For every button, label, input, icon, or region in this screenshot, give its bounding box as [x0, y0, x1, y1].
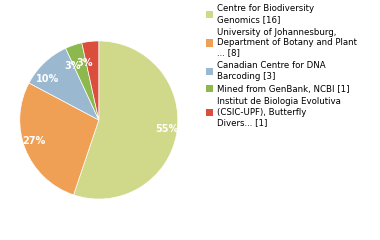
Legend: Centre for Biodiversity
Genomics [16], University of Johannesburg,
Department of: Centre for Biodiversity Genomics [16], U…	[206, 4, 357, 127]
Wedge shape	[82, 41, 99, 120]
Text: 55%: 55%	[155, 124, 178, 134]
Wedge shape	[74, 41, 178, 199]
Wedge shape	[66, 43, 99, 120]
Text: 10%: 10%	[36, 74, 60, 84]
Wedge shape	[20, 83, 99, 195]
Text: 3%: 3%	[76, 58, 93, 68]
Text: 3%: 3%	[64, 61, 81, 71]
Text: 27%: 27%	[23, 136, 46, 146]
Wedge shape	[29, 48, 99, 120]
